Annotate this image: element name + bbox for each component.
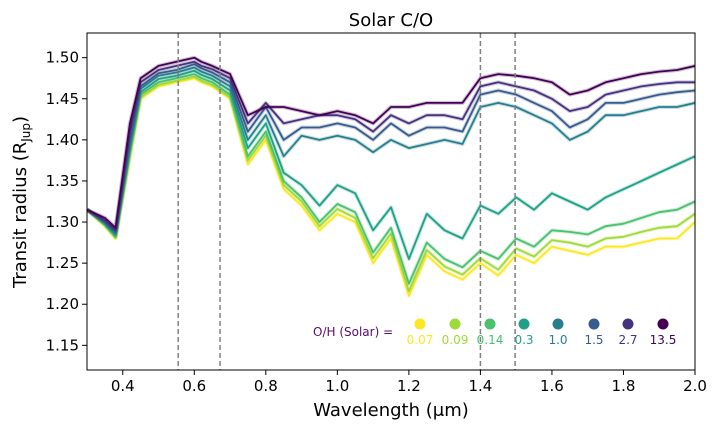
x-tick-label: 1.0	[325, 377, 349, 395]
y-tick-label: 1.15	[46, 336, 79, 354]
x-tick-label: 0.4	[111, 377, 135, 395]
series-line-1	[87, 75, 695, 293]
x-tick-label: 1.4	[468, 377, 492, 395]
series-line-4	[87, 66, 695, 235]
legend-label-0: 0.07	[407, 333, 434, 347]
legend: 0.07 0.09 0.14 0.3 1.0 1.5 2.7 13.5	[407, 318, 677, 347]
y-axis-label: Transit radius (RJup)	[10, 116, 33, 289]
legend-label-1: 0.09	[442, 333, 469, 347]
legend-marker-3	[518, 318, 530, 330]
legend-label-3: 0.3	[514, 333, 533, 347]
chart-title: Solar C/O	[349, 10, 433, 31]
y-axis-label-main: Transit radius (R	[10, 142, 31, 289]
legend-marker-7	[657, 318, 669, 330]
y-axis-label-close: )	[10, 116, 31, 123]
y-tick-label: 1.30	[46, 213, 79, 231]
legend-label-6: 2.7	[618, 333, 637, 347]
axes-frame	[86, 32, 696, 371]
y-tick-label: 1.20	[46, 295, 79, 313]
x-tick-label: 1.8	[612, 377, 636, 395]
x-tick-label: 1.2	[397, 377, 421, 395]
legend-label-7: 13.5	[650, 333, 677, 347]
plot-area: 0.4 0.6 0.8 1.0 1.2 1.4 1.6 1.8 2.0 1.15 1.20 1.25 1…	[46, 32, 707, 395]
legend-label-2: 0.14	[477, 333, 504, 347]
legend-label-4: 1.0	[548, 333, 567, 347]
series-line-6	[87, 60, 695, 232]
legend-marker-1	[449, 318, 461, 330]
y-tick-label: 1.25	[46, 254, 79, 272]
series-line-2	[87, 73, 695, 285]
legend-marker-4	[552, 318, 564, 330]
legend-prefix: O/H (Solar) =	[313, 325, 393, 339]
legend-label-5: 1.5	[584, 333, 603, 347]
series-line-3	[87, 69, 695, 260]
series-line-0	[87, 77, 695, 297]
series-line-5	[87, 63, 695, 233]
legend-marker-0	[414, 318, 426, 330]
x-axis-label: Wavelength (μm)	[313, 400, 469, 421]
series-line-7	[87, 56, 695, 229]
series-group	[87, 55, 695, 298]
y-axis-label-sub: Jup	[19, 123, 33, 143]
y-tick-label: 1.35	[46, 172, 79, 190]
x-tick-label: 0.8	[254, 377, 278, 395]
legend-marker-2	[484, 318, 496, 330]
y-tick-label: 1.40	[46, 131, 79, 149]
legend-marker-6	[622, 318, 634, 330]
x-tick-label: 2.0	[683, 377, 707, 395]
y-tick-label: 1.50	[46, 49, 79, 67]
legend-marker-5	[588, 318, 600, 330]
y-tick-label: 1.45	[46, 90, 79, 108]
x-tick-label: 1.6	[540, 377, 564, 395]
x-tick-label: 0.6	[182, 377, 206, 395]
